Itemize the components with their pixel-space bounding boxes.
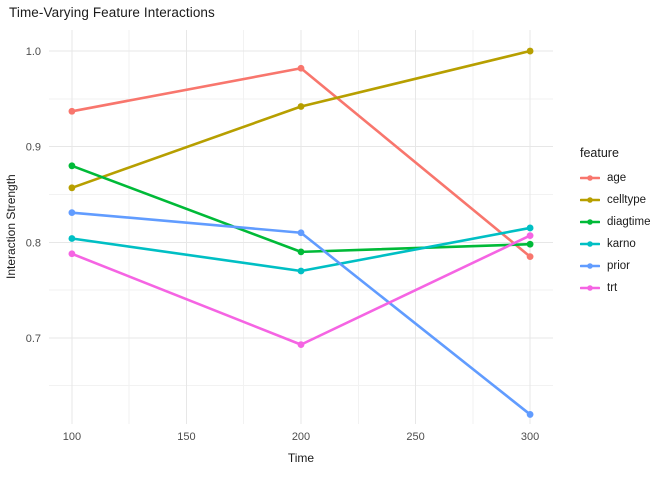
data-point-celltype-100 [68,184,76,192]
data-point-age-300 [526,253,534,261]
y-tick-label: 0.7 [26,333,41,345]
data-point-diagtime-100 [68,162,76,170]
data-point-trt-300 [526,232,534,240]
y-tick-label: 1.0 [26,46,41,58]
legend-items: age celltype diagtime karno prior trt [580,170,670,296]
legend-item-diagtime: diagtime [580,214,670,230]
x-tick-label: 100 [63,431,81,443]
data-point-age-100 [68,107,76,115]
legend-item-trt: trt [580,280,670,296]
data-point-prior-100 [68,209,76,217]
legend: feature age celltype diagtime karno prior trt [580,146,670,302]
chart-title: Time-Varying Feature Interactions [9,5,215,20]
legend-item-karno: karno [580,236,670,252]
legend-item-celltype: celltype [580,192,670,208]
legend-key-age [580,175,600,181]
legend-item-label: prior [607,260,631,272]
data-point-karno-200 [297,267,305,275]
legend-key-celltype [580,197,600,203]
legend-item-age: age [580,170,670,186]
x-tick-label: 200 [292,431,310,443]
data-point-karno-100 [68,235,76,242]
data-point-trt-100 [68,250,76,258]
y-tick-label: 0.8 [26,237,41,249]
x-tick-label: 250 [406,431,424,443]
legend-item-prior: prior [580,258,670,274]
x-tick-label: 300 [521,431,539,443]
legend-title: feature [580,146,619,160]
x-tick-label: 150 [177,431,195,443]
legend-item-label: trt [607,282,618,294]
data-point-celltype-200 [297,103,305,110]
y-tick-label: 0.9 [26,142,41,154]
legend-item-label: diagtime [607,216,651,228]
legend-item-label: karno [607,238,636,250]
data-point-celltype-300 [526,47,534,55]
legend-item-label: celltype [607,194,646,206]
data-point-diagtime-200 [297,248,305,256]
x-axis-title: Time [287,451,315,465]
data-point-prior-200 [297,229,305,237]
data-point-age-200 [297,64,305,72]
legend-key-diagtime [580,219,600,225]
legend-key-trt [580,285,600,291]
data-point-prior-300 [526,411,534,418]
data-point-diagtime-300 [526,240,534,248]
legend-key-karno [580,241,600,247]
legend-item-label: age [607,172,627,184]
legend-key-prior [580,263,600,269]
data-point-karno-300 [526,224,534,232]
data-point-trt-200 [297,341,305,349]
y-axis-title: Interaction Strength [4,174,18,280]
